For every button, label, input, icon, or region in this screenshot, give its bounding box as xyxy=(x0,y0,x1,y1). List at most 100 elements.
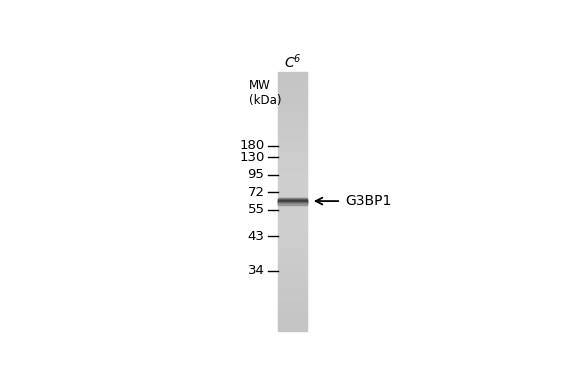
Bar xyxy=(278,259,307,263)
Bar xyxy=(278,302,307,305)
Bar xyxy=(278,202,307,203)
Text: 43: 43 xyxy=(247,229,264,243)
Bar xyxy=(278,201,307,202)
Bar xyxy=(278,120,307,124)
Bar xyxy=(278,227,307,231)
Bar xyxy=(278,98,307,102)
Bar xyxy=(278,162,307,166)
Bar xyxy=(278,202,307,203)
Text: $\mathregular{C^6}$: $\mathregular{C^6}$ xyxy=(283,52,301,71)
Bar xyxy=(278,191,307,195)
Bar xyxy=(278,88,307,92)
Bar xyxy=(278,249,307,254)
Bar xyxy=(278,327,307,332)
Bar xyxy=(278,198,307,199)
Bar xyxy=(278,175,307,179)
Bar xyxy=(278,208,307,212)
Bar xyxy=(278,85,307,88)
Bar xyxy=(278,276,307,280)
Bar xyxy=(278,104,307,108)
Text: 72: 72 xyxy=(247,186,264,199)
Bar xyxy=(278,292,307,296)
Bar xyxy=(278,114,307,118)
Bar xyxy=(278,172,307,176)
Bar xyxy=(278,204,307,208)
Bar xyxy=(278,200,307,201)
Bar xyxy=(278,78,307,82)
Bar xyxy=(278,136,307,141)
Bar xyxy=(278,143,307,147)
Bar xyxy=(278,272,307,276)
Bar xyxy=(278,311,307,315)
Bar xyxy=(278,298,307,302)
Bar xyxy=(278,246,307,251)
Bar xyxy=(278,318,307,322)
Bar xyxy=(278,81,307,85)
Bar xyxy=(278,182,307,186)
Bar xyxy=(278,195,307,199)
Bar xyxy=(278,94,307,98)
Bar xyxy=(278,166,307,170)
Bar xyxy=(278,321,307,325)
Text: 180: 180 xyxy=(239,139,264,152)
Bar xyxy=(278,75,307,79)
Text: G3BP1: G3BP1 xyxy=(346,194,392,208)
Bar xyxy=(278,324,307,328)
Bar xyxy=(278,295,307,299)
Bar xyxy=(278,220,307,225)
Bar xyxy=(278,156,307,160)
Bar xyxy=(278,288,307,293)
Text: 34: 34 xyxy=(247,265,264,277)
Bar xyxy=(278,285,307,290)
Bar xyxy=(278,149,307,153)
Bar xyxy=(278,117,307,121)
Bar xyxy=(278,266,307,270)
Bar xyxy=(278,139,307,144)
Bar xyxy=(278,240,307,244)
Bar xyxy=(278,269,307,273)
Bar xyxy=(278,243,307,247)
Bar xyxy=(278,101,307,105)
Bar xyxy=(278,305,307,309)
Bar xyxy=(278,200,307,201)
Bar xyxy=(278,201,307,205)
Bar xyxy=(278,152,307,156)
Bar xyxy=(278,214,307,218)
Bar xyxy=(278,133,307,137)
Bar xyxy=(278,224,307,228)
Bar xyxy=(278,110,307,115)
Bar xyxy=(278,130,307,134)
Bar xyxy=(278,178,307,183)
Bar xyxy=(278,198,307,199)
Bar xyxy=(278,211,307,215)
Text: 130: 130 xyxy=(239,151,264,164)
Bar xyxy=(278,314,307,319)
Bar xyxy=(278,203,307,204)
Bar xyxy=(278,199,307,200)
Bar xyxy=(278,91,307,95)
Bar xyxy=(278,188,307,192)
Bar xyxy=(278,279,307,283)
Bar xyxy=(278,308,307,312)
Text: 95: 95 xyxy=(247,168,264,181)
Bar xyxy=(278,107,307,111)
Bar xyxy=(278,127,307,131)
Bar xyxy=(278,237,307,241)
Text: MW
(kDa): MW (kDa) xyxy=(249,79,281,107)
Bar xyxy=(278,123,307,127)
Bar xyxy=(278,146,307,150)
Bar xyxy=(278,169,307,173)
Bar xyxy=(278,234,307,237)
Text: 55: 55 xyxy=(247,203,264,216)
Bar xyxy=(278,253,307,257)
Bar xyxy=(278,71,307,76)
Bar xyxy=(278,217,307,222)
Bar xyxy=(278,198,307,202)
Bar xyxy=(278,201,307,202)
Bar xyxy=(278,203,307,204)
Bar xyxy=(278,263,307,267)
Bar xyxy=(278,230,307,234)
Bar xyxy=(278,282,307,286)
Bar xyxy=(278,256,307,260)
Bar xyxy=(278,185,307,189)
